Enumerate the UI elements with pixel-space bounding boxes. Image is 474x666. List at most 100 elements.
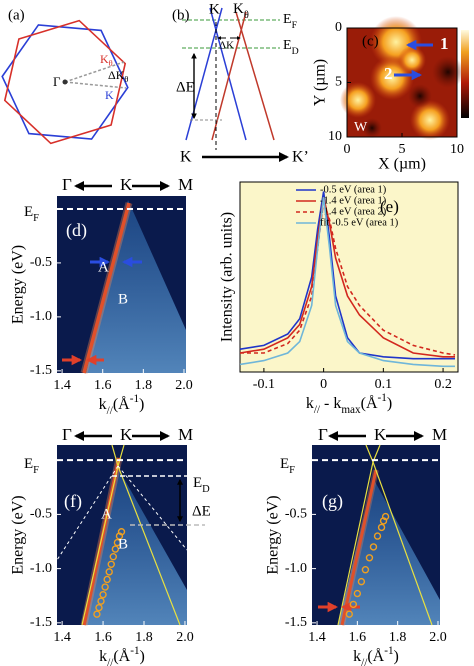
x-axis-label: k//(Å-1): [353, 645, 399, 666]
y-tick-label: -0.5: [30, 507, 52, 522]
map-hot-spot: [398, 46, 426, 74]
annotation: 2: [384, 64, 393, 83]
x-axis-label-part: (Å: [361, 394, 378, 412]
data-point: [365, 554, 374, 562]
decor-line: [372, 444, 381, 463]
x-axis-label-part: k: [99, 648, 107, 665]
gamma-label: Γ: [53, 74, 61, 89]
annotation: K: [120, 175, 133, 194]
annotation: B: [118, 536, 128, 552]
data-point: [107, 560, 115, 568]
spectral-cone: [86, 200, 186, 373]
x-axis-label-part: -1: [378, 392, 387, 404]
annotation: Γ: [318, 425, 328, 444]
x-axis-label-part: ): [139, 396, 144, 413]
spectral-cone: [338, 478, 440, 625]
x-tick-label: 5: [399, 142, 406, 157]
k-theta-label: Kθ: [100, 52, 113, 69]
x-tick-label: 1.8: [389, 630, 407, 645]
data-point: [353, 589, 362, 598]
annotation: EF: [24, 204, 39, 223]
annotation: (f): [64, 491, 82, 512]
delta-e-label: ΔE: [176, 79, 195, 95]
dashed-line: [64, 81, 127, 89]
data-point: [99, 590, 107, 599]
decor-line: [365, 444, 374, 463]
k-left-label: K: [180, 149, 192, 166]
x-axis-label-part: //: [107, 405, 114, 417]
x-axis-label-part: k: [353, 648, 361, 665]
data-point: [357, 577, 366, 586]
data-point: [117, 528, 126, 536]
k-theta-part: K: [233, 1, 244, 17]
data-point: [113, 538, 122, 547]
e-f-label: EF: [283, 12, 298, 31]
decor-line: [81, 465, 119, 626]
x-axis-label-part: ): [394, 648, 399, 665]
annotation-part: D: [202, 484, 210, 495]
data-point: [109, 552, 117, 561]
annotation: Γ: [62, 175, 72, 194]
x-axis-label-part: //: [107, 657, 114, 666]
x-tick-label: 0: [344, 142, 351, 157]
series-line: [239, 191, 455, 360]
legend-label: -1.4 eV (area 1): [320, 195, 387, 206]
colorbar: [461, 30, 469, 118]
annotation: Γ: [62, 425, 72, 444]
delta-k-theta-part: ΔK: [108, 68, 125, 82]
annotation: K: [120, 425, 133, 444]
y-tick-label: -1.5: [285, 615, 307, 630]
x-axis-label-part: -1: [384, 645, 393, 657]
annotation-part: E: [24, 204, 33, 220]
annotation: (d): [66, 220, 87, 241]
annotation-part: F: [289, 465, 295, 476]
annotation: (e): [380, 197, 399, 216]
y-tick-label: -0.5: [30, 255, 52, 270]
x-tick-label: 1.4: [53, 630, 71, 645]
x-axis-label-part: -1: [130, 645, 139, 657]
map-dark-spot: [432, 56, 464, 88]
x-tick-label: 2.0: [429, 630, 447, 645]
x-axis-label-part: //: [314, 404, 321, 416]
k-label: K: [105, 88, 114, 102]
x-tick-label: 0: [320, 377, 327, 392]
series-line: [240, 200, 456, 356]
x-tick-label: 1.8: [135, 630, 153, 645]
decor-line: [56, 465, 119, 561]
data-point: [373, 532, 382, 540]
x-axis-label-part: - k: [320, 395, 341, 412]
data-point: [377, 523, 386, 532]
x-tick-label: 1.6: [94, 378, 112, 393]
x-tick-label: 1.6: [94, 630, 112, 645]
y-axis-label: Intensity (arb. units): [219, 212, 236, 342]
decor-line: [340, 469, 378, 626]
data-point: [345, 610, 353, 618]
data-point: [103, 575, 111, 584]
data-point: [369, 543, 378, 551]
e-d-label: ED: [283, 38, 299, 57]
decor-line: [117, 444, 125, 467]
annotation-part: E: [280, 456, 289, 472]
decor-line: [337, 461, 374, 626]
y-tick-label: -1.5: [30, 615, 52, 630]
map-dark-spot: [362, 118, 382, 138]
x-tick-label: 1.6: [349, 630, 367, 645]
decor-line: [82, 202, 131, 374]
x-axis-label-part: max: [341, 404, 361, 416]
y-tick-label: -0.5: [285, 507, 307, 522]
red-brillouin-zone: [3, 19, 127, 145]
red-band: [211, 11, 247, 141]
k-theta-part: θ: [109, 59, 113, 68]
map-hot-spot: [340, 82, 376, 118]
data-point: [111, 545, 120, 553]
annotation: W: [354, 120, 368, 135]
map-frame: [346, 27, 458, 138]
annotation: A: [98, 259, 109, 275]
annotation: 1: [440, 34, 449, 53]
gamma-point: [62, 79, 68, 85]
decor-line: [117, 465, 181, 626]
annotation: (c): [362, 33, 379, 49]
y-axis-label: Energy (eV): [10, 245, 27, 324]
dashed-line: [64, 61, 125, 83]
